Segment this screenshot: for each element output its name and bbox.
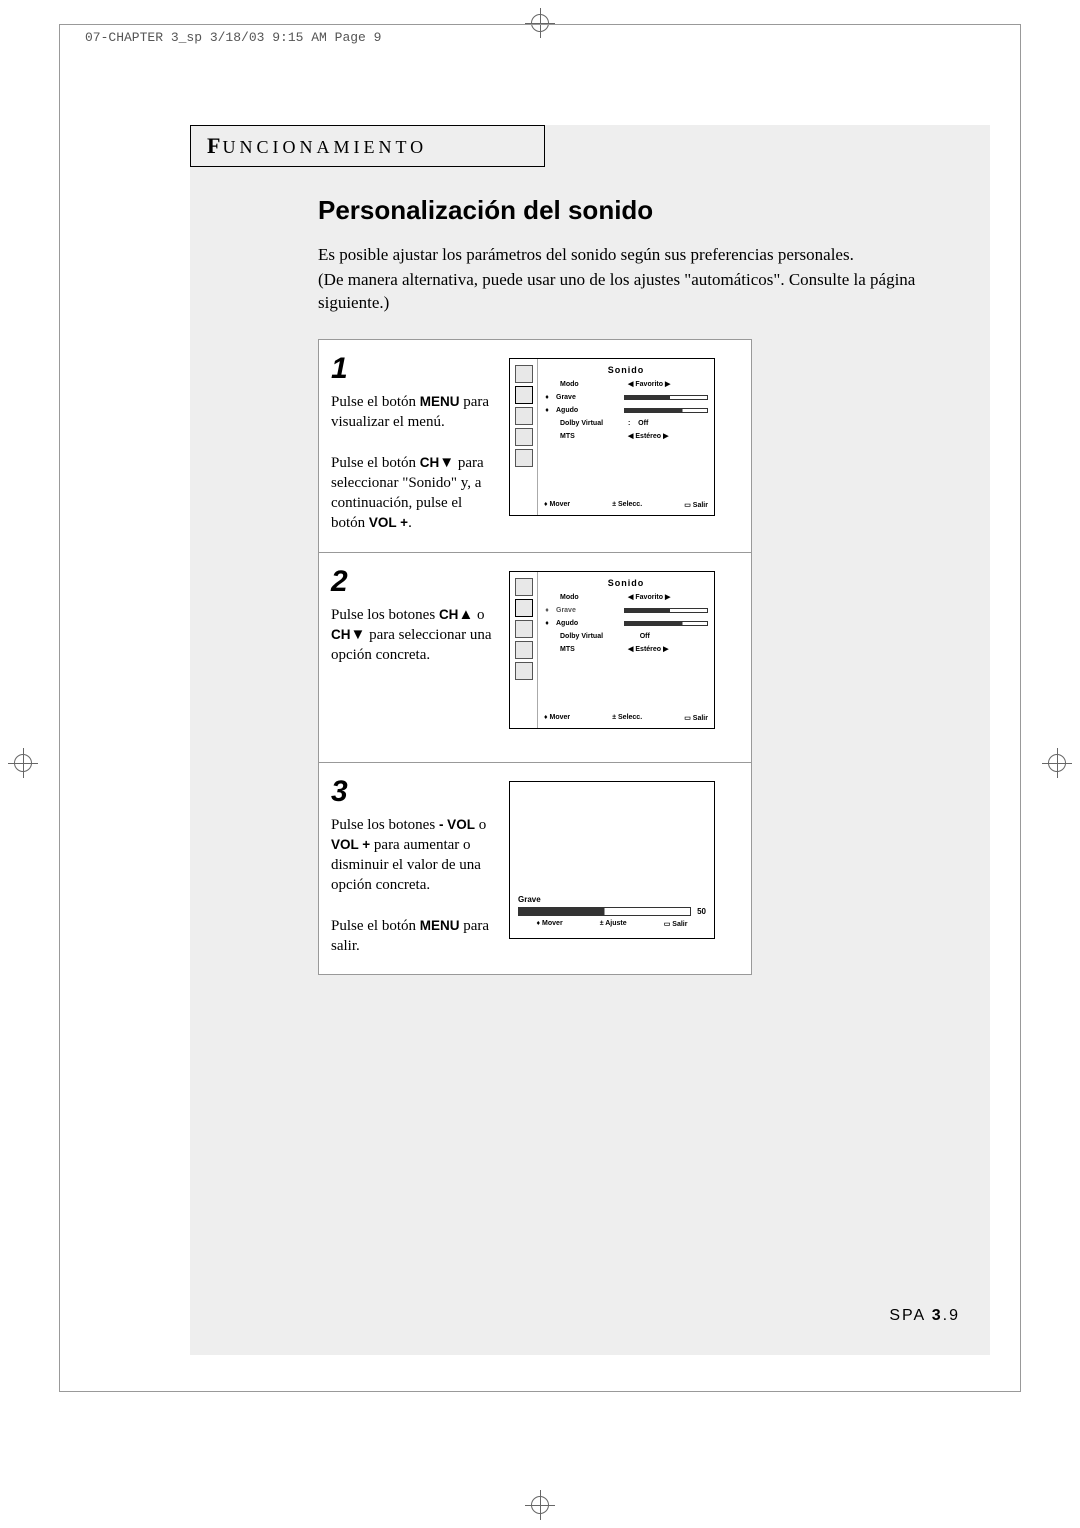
step-1: 1 Pulse el botón MENU para visualizar el… — [319, 340, 751, 553]
step-2: 2 Pulse los botones CH▲ o CH▼ para selec… — [319, 553, 751, 763]
main-body: Personalización del sonido Es posible aj… — [318, 195, 970, 975]
slider-value: 50 — [697, 907, 706, 916]
step-1-text: Pulse el botón MENU para visualizar el m… — [331, 392, 499, 534]
crop-mark-right — [1042, 748, 1072, 778]
intro-line-2: (De manera alternativa, puede usar uno d… — [318, 269, 970, 315]
osd-icon — [515, 407, 533, 425]
page-frame: FUNCIONAMIENTO Personalización del sonid… — [59, 24, 1021, 1392]
osd-footer: ♦ Mover ± Selecc. ▭ Salir — [544, 501, 708, 509]
step-2-screenshot: Sonido Modo◀ Favorito ▶ ♦Grave ♦Agudo Do… — [509, 571, 715, 729]
intro-line-1: Es posible ajustar los parámetros del so… — [318, 244, 970, 267]
step-3-screenshot: Grave 50 ♦ Mover ± Ajuste ▭ Salir — [509, 781, 715, 939]
page-footer: SPA 3.9 — [889, 1307, 960, 1325]
steps-container: 1 Pulse el botón MENU para visualizar el… — [318, 339, 752, 976]
osd-icon — [515, 662, 533, 680]
osd-icon — [515, 428, 533, 446]
osd-menu: Sonido Modo◀ Favorito ▶ ♦Grave ♦Agudo Do… — [538, 359, 714, 515]
step-1-number: 1 — [331, 352, 499, 386]
osd-icon — [515, 578, 533, 596]
step-3-number: 3 — [331, 775, 499, 809]
osd-title: Sonido — [544, 578, 708, 588]
crop-mark-bottom — [525, 1490, 555, 1520]
section-label: FUNCIONAMIENTO — [207, 133, 427, 159]
step-3-text: Pulse los botones - VOL o VOL + para aum… — [331, 815, 499, 957]
osd-icon — [515, 620, 533, 638]
osd-title: Sonido — [544, 365, 708, 375]
step-2-text: Pulse los botones CH▲ o CH▼ para selecci… — [331, 605, 499, 666]
slider-bar — [518, 907, 691, 916]
slider-osd: Grave 50 ♦ Mover ± Ajuste ▭ Salir — [518, 895, 706, 928]
osd-icon-column — [510, 572, 538, 728]
slider-label: Grave — [518, 895, 706, 904]
content-area: FUNCIONAMIENTO Personalización del sonid… — [190, 125, 990, 1355]
page-title: Personalización del sonido — [318, 195, 970, 226]
osd-menu: Sonido Modo◀ Favorito ▶ ♦Grave ♦Agudo Do… — [538, 572, 714, 728]
osd-icon-sound — [515, 386, 533, 404]
step-3: 3 Pulse los botones - VOL o VOL + para a… — [319, 763, 751, 975]
osd-icon — [515, 641, 533, 659]
slider-footer: ♦ Mover ± Ajuste ▭ Salir — [518, 920, 706, 928]
osd-icon — [515, 365, 533, 383]
section-label-box: FUNCIONAMIENTO — [190, 125, 545, 167]
step-2-number: 2 — [331, 565, 499, 599]
step-1-screenshot: Sonido Modo◀ Favorito ▶ ♦Grave ♦Agudo Do… — [509, 358, 715, 516]
osd-icon-sound — [515, 599, 533, 617]
crop-mark-left — [8, 748, 38, 778]
osd-footer: ♦ Mover ± Selecc. ▭ Salir — [544, 714, 708, 722]
osd-icon-column — [510, 359, 538, 515]
osd-icon — [515, 449, 533, 467]
